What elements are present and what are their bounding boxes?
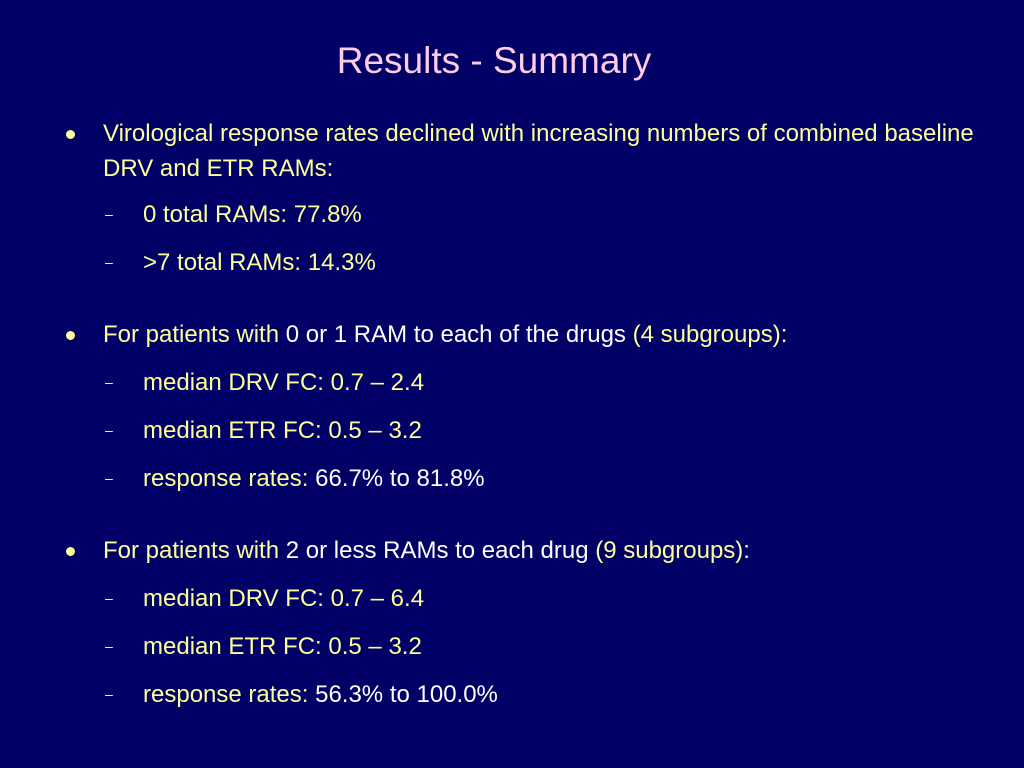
slide-title: Results - Summary [336, 40, 652, 81]
sub-bullet-text: median DRV FC: 0.7 – 2.4 [143, 365, 424, 400]
sub-bullet-drv-fc: – median DRV FC: 0.7 – 6.4 [0, 581, 1000, 616]
sub-bullet-text: 0 total RAMs: 77.8% [143, 201, 362, 228]
sub-value: 0.5 – 3.2 [328, 417, 422, 444]
sub-bullet-0-rams: – 0 total RAMs: 77.8% [0, 197, 1000, 232]
sub-bullet-etr-fc: – median ETR FC: 0.5 – 3.2 [0, 629, 1000, 664]
sub-label: response rates: [143, 681, 316, 708]
dash-icon: – [105, 470, 113, 486]
dash-icon: – [105, 422, 113, 438]
sub-value: 0.7 – 2.4 [330, 369, 425, 396]
bullet-prefix: For patients with [103, 537, 286, 564]
bullet-suffix: (4 subgroups): [632, 321, 788, 348]
sub-label: response rates: [143, 465, 316, 492]
bullet-text: Virological response rates declined with… [103, 120, 974, 182]
sub-bullet-response-rates: – response rates: 66.7% to 81.8% [0, 461, 1000, 496]
sub-bullet-drv-fc: – median DRV FC: 0.7 – 2.4 [0, 365, 1000, 400]
dash-icon: – [105, 206, 113, 222]
sub-bullet-text: >7 total RAMs: 14.3% [143, 249, 376, 276]
sub-bullet-text: response rates: 66.7% to 81.8% [143, 461, 485, 496]
sub-bullet-text: median ETR FC: 0.5 – 3.2 [143, 629, 422, 664]
sub-value: 56.3% to 100.0% [315, 681, 498, 708]
sub-label: median ETR FC: [143, 417, 329, 444]
sub-value: 66.7% to 81.8% [315, 465, 485, 492]
sub-bullet-text: response rates: 56.3% to 100.0% [143, 677, 498, 712]
sub-label: median DRV FC: [143, 369, 331, 396]
bullet-suffix: (9 subgroups): [595, 537, 750, 564]
dash-icon: – [105, 374, 113, 390]
dash-icon: – [105, 638, 113, 654]
bullet-middle: 2 or less RAMs to each drug [285, 537, 596, 564]
sub-bullet-etr-fc: – median ETR FC: 0.5 – 3.2 [0, 413, 1000, 448]
sub-value: 0.7 – 6.4 [330, 585, 425, 612]
bullet-dot-icon [66, 547, 75, 556]
dash-icon: – [105, 254, 113, 270]
bullet-prefix: For patients with [103, 321, 286, 348]
sub-bullet-text: median DRV FC: 0.7 – 6.4 [143, 581, 424, 616]
bullet-dot-icon [66, 331, 75, 340]
bullet-middle: 0 or 1 RAM to each of the drugs [285, 321, 633, 348]
sub-bullet-text: median ETR FC: 0.5 – 3.2 [143, 413, 422, 448]
bullet-text: For patients with 2 or less RAMs to each… [103, 533, 983, 568]
sub-label: median DRV FC: [143, 585, 331, 612]
sub-label: median ETR FC: [143, 633, 329, 660]
sub-bullet-7-rams: – >7 total RAMs: 14.3% [0, 245, 1000, 280]
bullet-dot-icon [66, 130, 75, 139]
dash-icon: – [105, 590, 113, 606]
sub-value: 0.5 – 3.2 [328, 633, 422, 660]
bullet-text: For patients with 0 or 1 RAM to each of … [103, 317, 983, 352]
dash-icon: – [105, 686, 113, 702]
sub-bullet-response-rates: – response rates: 56.3% to 100.0% [0, 677, 1000, 712]
